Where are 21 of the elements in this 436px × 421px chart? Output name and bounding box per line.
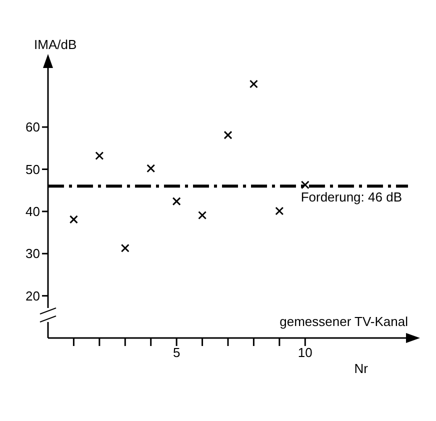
point: [300, 180, 310, 190]
point: [224, 130, 232, 140]
ref-line-label: Forderung: 46 dB: [300, 189, 402, 204]
y-axis-title: IMA/dB: [34, 36, 77, 53]
point: [95, 152, 104, 160]
y-tick-label: 60: [26, 120, 40, 135]
point: [146, 164, 156, 173]
x-tick-label: 5: [172, 345, 180, 360]
point: [69, 215, 78, 224]
x-tick-label: 10: [298, 345, 312, 360]
point: [172, 197, 181, 206]
point: [198, 210, 207, 220]
x-axis-title: Nr: [354, 361, 369, 376]
point: [275, 206, 284, 216]
annotation: gemessener TV-Kanal: [280, 314, 408, 329]
y-tick-label: 30: [26, 246, 40, 262]
y-tick-label: 50: [26, 162, 40, 177]
y-tick-label: 20: [26, 288, 40, 304]
y-tick-label: 40: [26, 204, 40, 220]
point: [249, 80, 258, 88]
point: [120, 244, 130, 252]
